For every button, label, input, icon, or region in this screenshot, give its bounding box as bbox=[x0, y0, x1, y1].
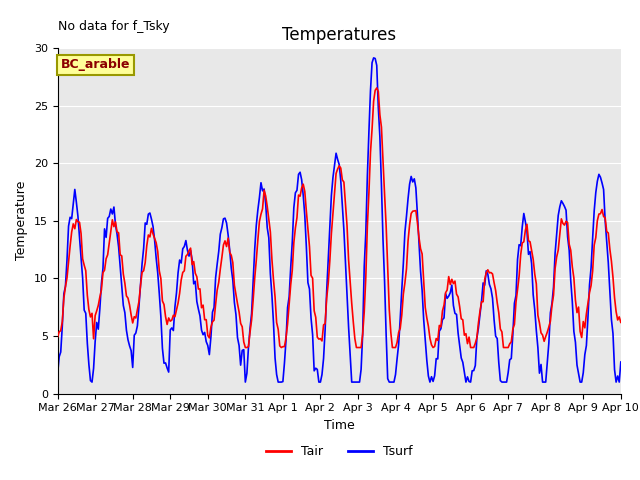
Text: No data for f_Tsky: No data for f_Tsky bbox=[58, 20, 169, 33]
Title: Temperatures: Temperatures bbox=[282, 25, 396, 44]
Text: BC_arable: BC_arable bbox=[60, 59, 130, 72]
Legend: Tair, Tsurf: Tair, Tsurf bbox=[261, 440, 417, 463]
X-axis label: Time: Time bbox=[324, 419, 355, 432]
Y-axis label: Temperature: Temperature bbox=[15, 181, 28, 261]
